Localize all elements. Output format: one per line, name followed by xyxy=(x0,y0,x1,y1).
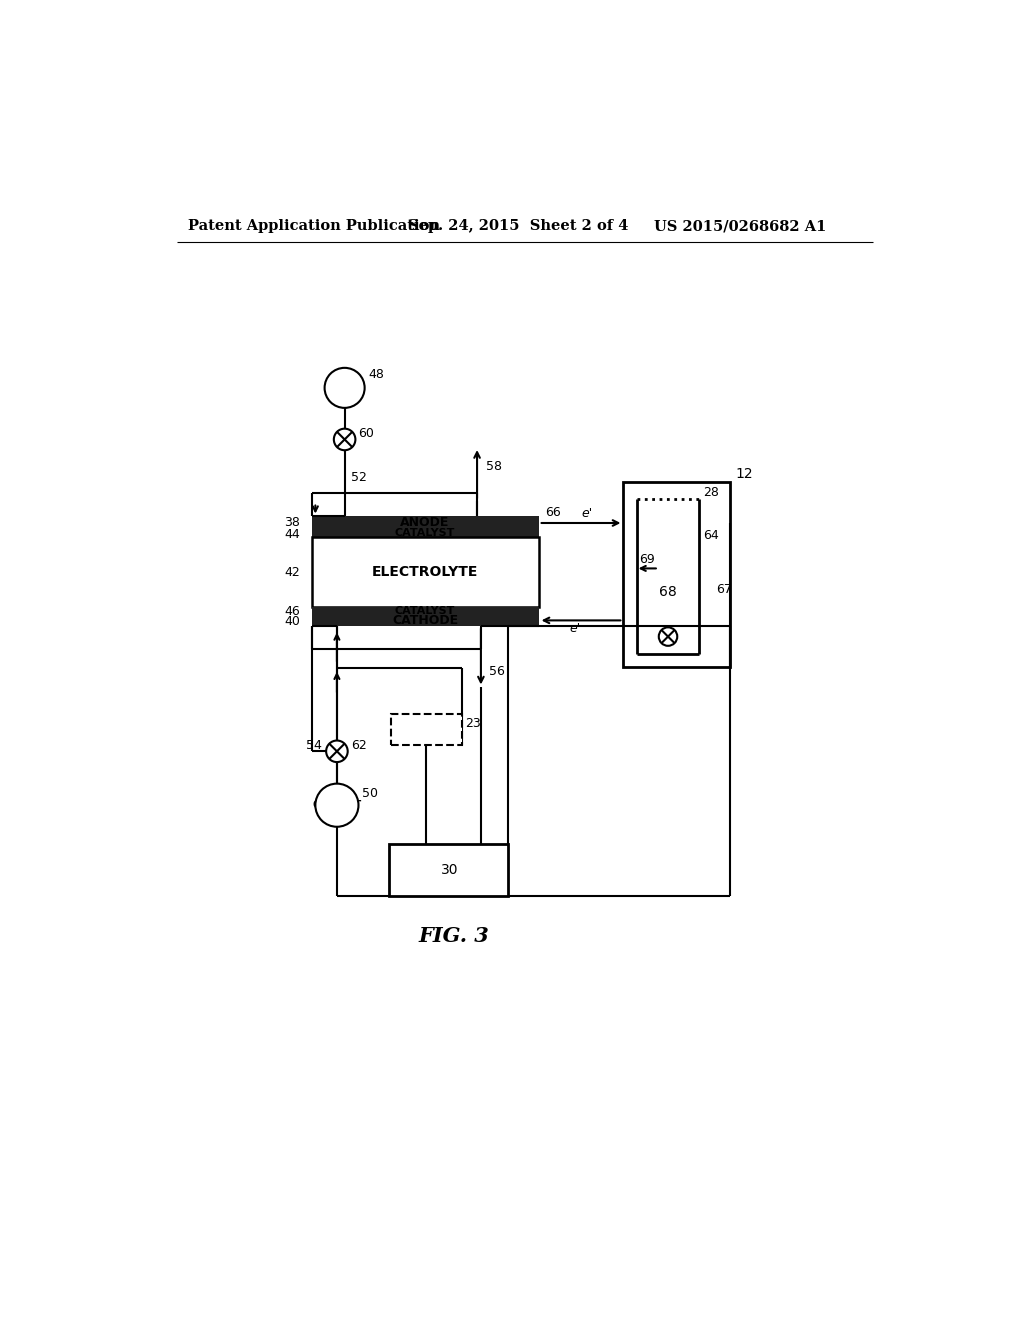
Text: 42: 42 xyxy=(285,566,300,578)
Text: FUEL: FUEL xyxy=(329,383,360,393)
Bar xyxy=(311,516,539,529)
Text: 48: 48 xyxy=(369,367,384,380)
Text: 66: 66 xyxy=(545,506,560,519)
Text: US 2015/0268682 A1: US 2015/0268682 A1 xyxy=(654,219,826,234)
Text: ANODE: ANODE xyxy=(400,516,450,529)
Text: 60: 60 xyxy=(358,426,375,440)
Circle shape xyxy=(658,627,677,645)
Text: 68: 68 xyxy=(659,585,677,598)
Text: 62: 62 xyxy=(351,739,367,751)
Bar xyxy=(311,537,539,607)
Text: FIG. 3: FIG. 3 xyxy=(419,927,489,946)
Text: 23: 23 xyxy=(466,717,481,730)
Text: CATHODE: CATHODE xyxy=(392,614,458,627)
Text: 58: 58 xyxy=(486,459,503,473)
Bar xyxy=(311,529,539,537)
Circle shape xyxy=(325,368,365,408)
Text: OXIDANT: OXIDANT xyxy=(312,800,361,810)
Text: 44: 44 xyxy=(285,528,300,541)
Text: 50: 50 xyxy=(362,787,378,800)
Text: 12: 12 xyxy=(736,467,754,480)
Bar xyxy=(391,714,462,744)
Bar xyxy=(311,607,539,615)
Text: Patent Application Publication: Patent Application Publication xyxy=(188,219,440,234)
Text: e': e' xyxy=(569,622,581,635)
Text: 54: 54 xyxy=(305,739,322,751)
Text: Sep. 24, 2015  Sheet 2 of 4: Sep. 24, 2015 Sheet 2 of 4 xyxy=(408,219,628,234)
Text: 69: 69 xyxy=(640,553,655,566)
Bar xyxy=(388,843,508,896)
Circle shape xyxy=(315,784,358,826)
Text: 52: 52 xyxy=(351,471,367,484)
Text: 28: 28 xyxy=(702,486,719,499)
Circle shape xyxy=(326,741,348,762)
Text: 46: 46 xyxy=(285,605,300,618)
Bar xyxy=(311,615,539,626)
Text: CATALYST: CATALYST xyxy=(395,528,456,539)
Text: ELECTROLYTE: ELECTROLYTE xyxy=(372,565,478,579)
Bar xyxy=(624,482,730,667)
Text: 40: 40 xyxy=(284,615,300,628)
Text: 67: 67 xyxy=(716,583,731,597)
Text: e': e' xyxy=(581,507,592,520)
Circle shape xyxy=(334,429,355,450)
Text: 56: 56 xyxy=(488,665,505,678)
Text: 38: 38 xyxy=(284,516,300,529)
Text: CATALYST: CATALYST xyxy=(395,606,456,616)
Text: 30: 30 xyxy=(440,863,458,876)
Text: 64: 64 xyxy=(702,529,719,543)
